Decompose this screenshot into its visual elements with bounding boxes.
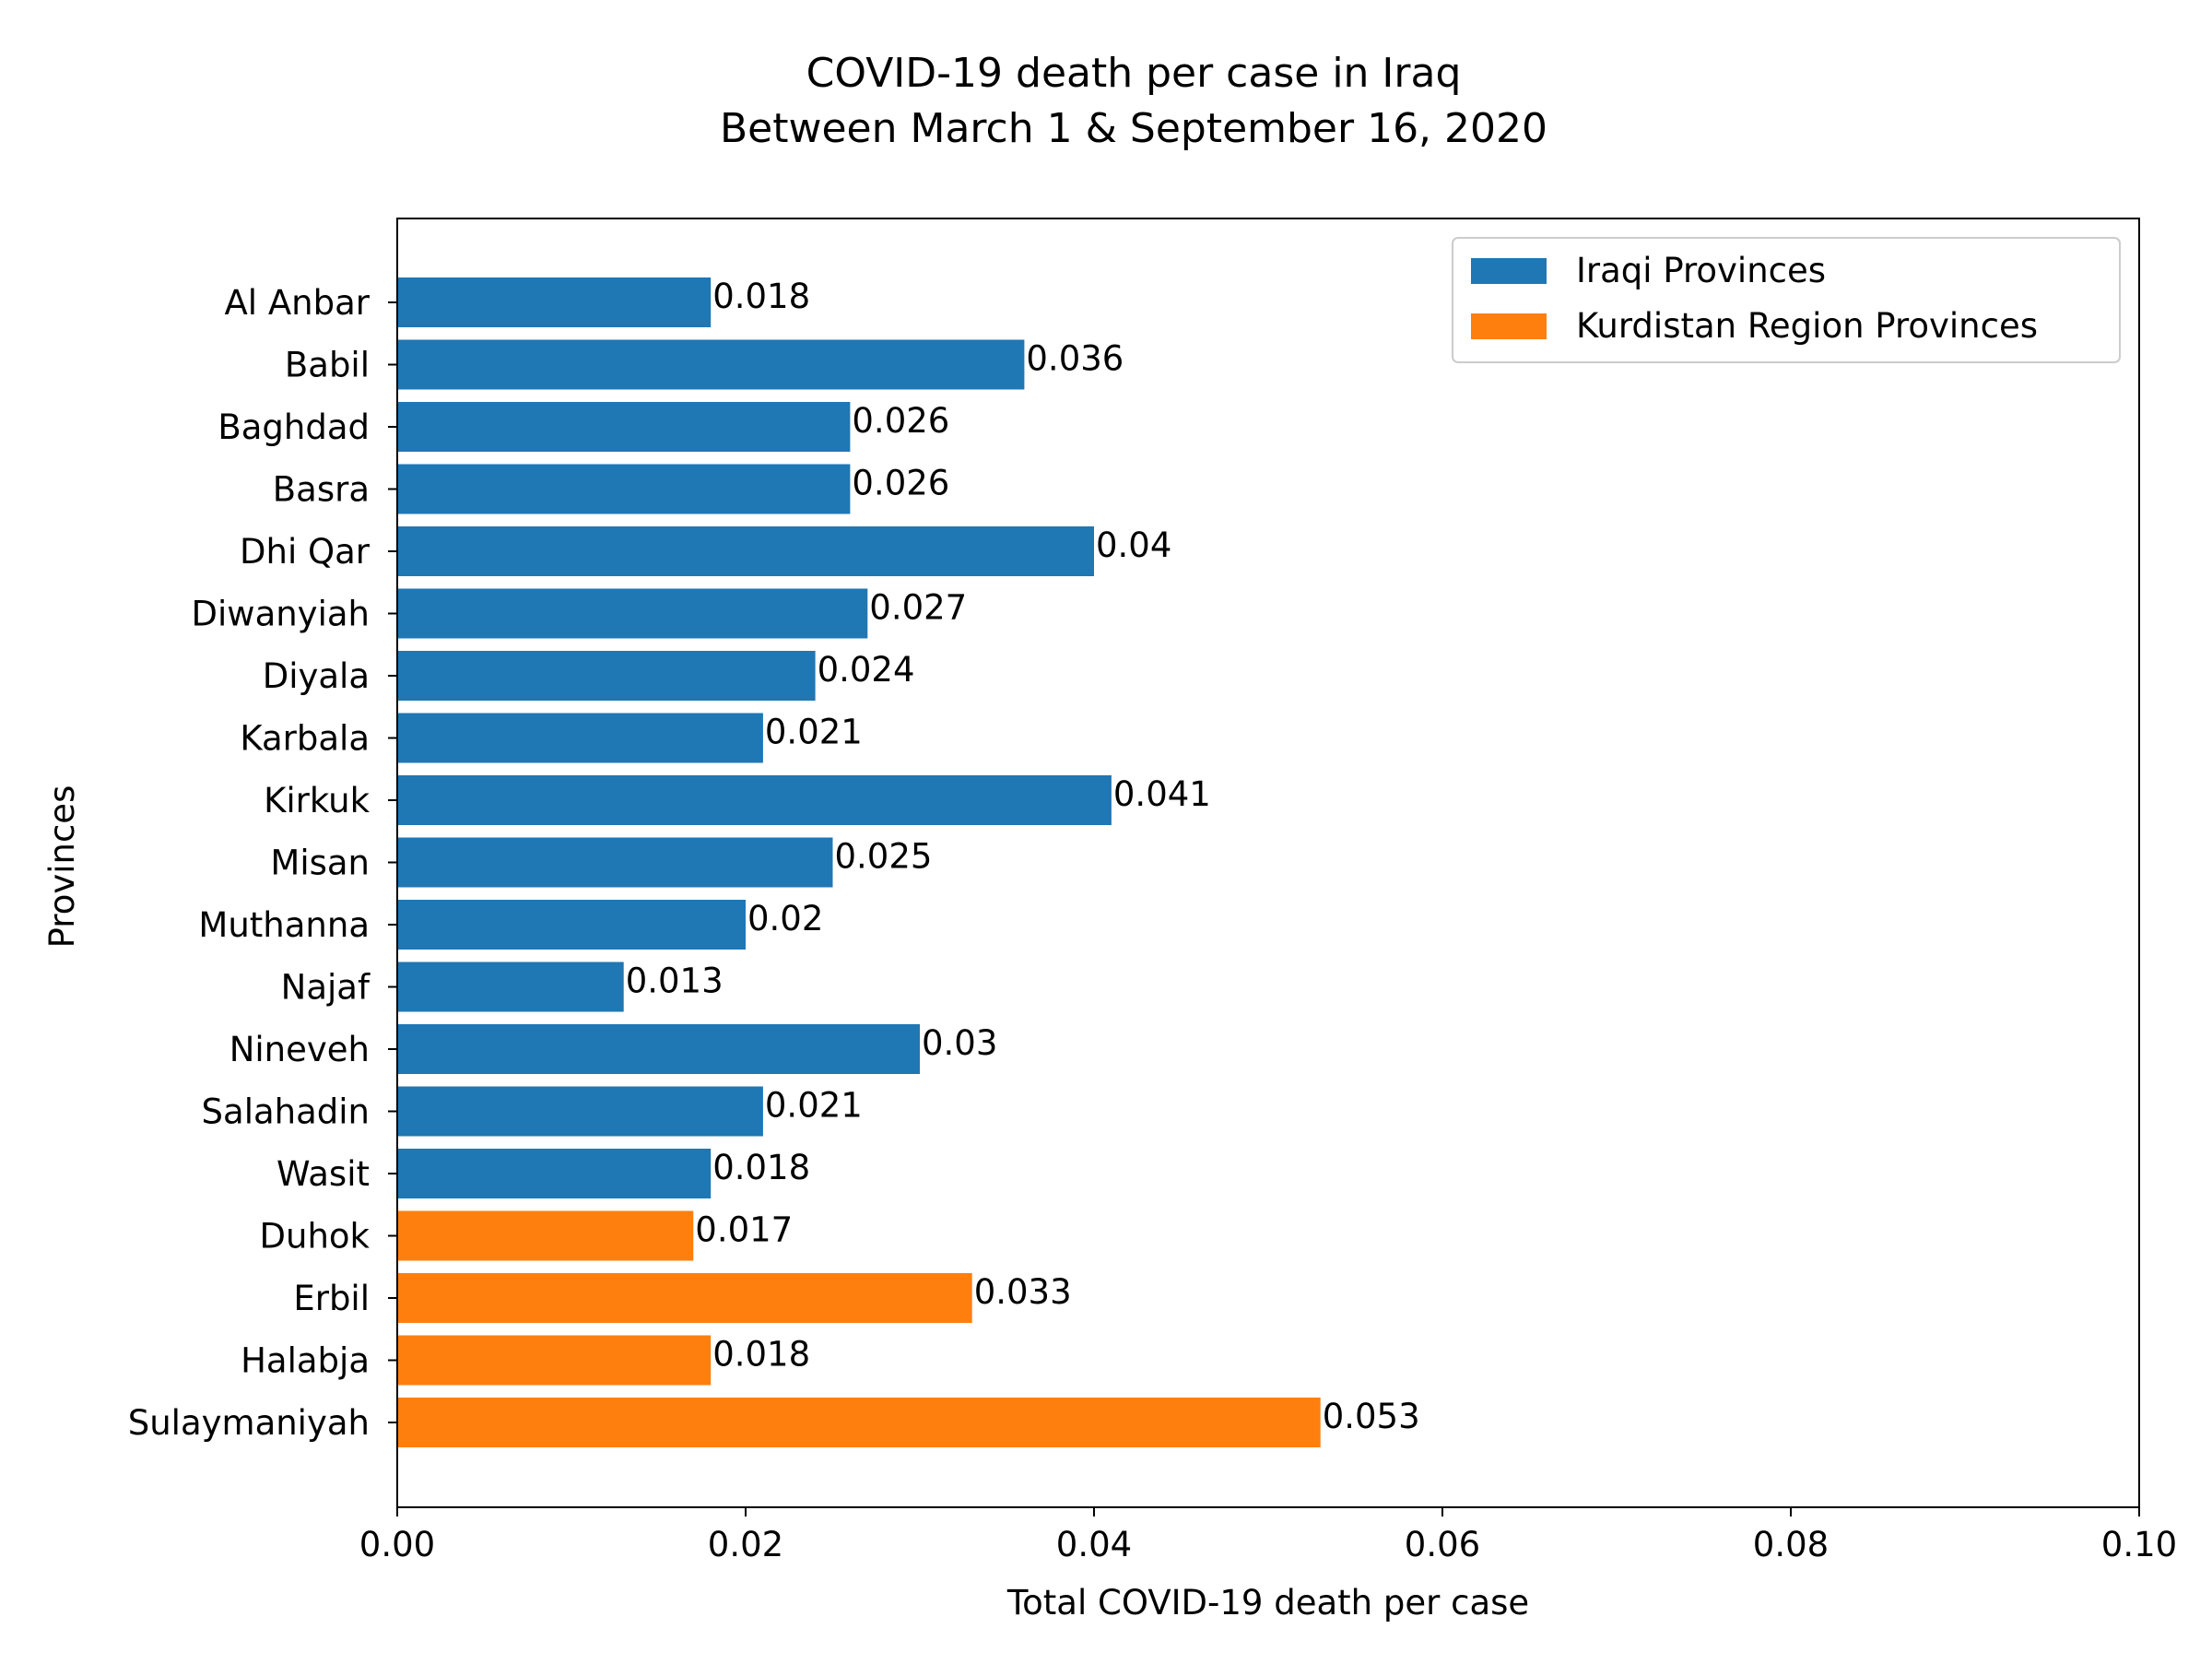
bar-erbil [397, 1273, 972, 1323]
y-tick-label-nineveh: Nineveh [229, 1030, 370, 1069]
y-tick-label-sulaymaniyah: Sulaymaniyah [128, 1403, 370, 1443]
data-label-al-anbar: 0.018 [712, 277, 810, 316]
data-label-nineveh: 0.03 [922, 1023, 997, 1063]
bar-diyala [397, 651, 816, 701]
x-tick-label-0: 0.00 [359, 1525, 435, 1564]
bar-halabja [397, 1335, 712, 1386]
y-tick-label-karbala: Karbala [240, 719, 370, 759]
bar-najaf [397, 962, 624, 1012]
y-tick-label-wasit: Wasit [276, 1154, 370, 1194]
legend-box [1452, 237, 2121, 363]
data-label-misan: 0.025 [835, 837, 933, 877]
y-tick-label-duhok: Duhok [260, 1217, 371, 1257]
y-tick-label-diwanyiah: Diwanyiah [192, 595, 370, 634]
bar-diwanyiah [397, 588, 868, 639]
bar-karbala [397, 713, 763, 763]
data-label-karbala: 0.021 [765, 713, 863, 752]
data-label-muthanna: 0.02 [747, 899, 823, 938]
legend-label-kurdistan-region-provinces: Kurdistan Region Provinces [1576, 306, 2038, 346]
y-tick-label-halabja: Halabja [241, 1341, 370, 1381]
chart-subtitle: Between March 1 & September 16, 2020 [720, 105, 1547, 152]
bar-muthanna [397, 900, 746, 950]
y-tick-label-erbil: Erbil [293, 1279, 370, 1318]
bar-wasit [397, 1149, 712, 1198]
x-tick-label-1: 0.02 [708, 1525, 783, 1564]
x-tick-label-4: 0.08 [1753, 1525, 1829, 1564]
bar-al-anbar [397, 277, 712, 327]
y-tick-label-basra: Basra [273, 470, 370, 510]
y-tick-label-najaf: Najaf [281, 968, 371, 1008]
y-axis-label: Provinces [42, 785, 82, 949]
plot-frame [396, 218, 2140, 1508]
bar-babil [397, 339, 1025, 390]
y-tick-label-muthanna: Muthanna [198, 905, 370, 945]
y-tick-label-misan: Misan [270, 844, 370, 883]
legend-swatch-kurdistan-region-provinces [1471, 313, 1547, 339]
y-tick-label-baghdad: Baghdad [218, 407, 370, 447]
bar-salahadin [397, 1086, 763, 1137]
data-label-diyala: 0.024 [818, 650, 915, 690]
data-label-wasit: 0.018 [712, 1148, 810, 1187]
data-label-duhok: 0.017 [695, 1210, 793, 1250]
bar-kirkuk [397, 775, 1112, 825]
data-label-najaf: 0.013 [626, 962, 724, 1001]
bar-sulaymaniyah [397, 1398, 1321, 1447]
data-label-babil: 0.036 [1026, 339, 1124, 379]
legend-label-iraqi-provinces: Iraqi Provinces [1576, 251, 1826, 290]
x-tick-label-3: 0.06 [1405, 1525, 1480, 1564]
x-tick-label-2: 0.04 [1056, 1525, 1132, 1564]
y-tick-label-dhi-qar: Dhi Qar [240, 532, 371, 572]
bar-dhi-qar [397, 526, 1094, 576]
data-label-sulaymaniyah: 0.053 [1323, 1397, 1420, 1436]
legend-swatch-iraqi-provinces [1471, 258, 1547, 284]
bar-nineveh [397, 1024, 920, 1074]
data-label-halabja: 0.018 [712, 1335, 810, 1375]
data-label-kirkuk: 0.041 [1113, 774, 1211, 814]
data-label-baghdad: 0.026 [852, 401, 949, 441]
x-axis-label: Total COVID-19 death per case [1006, 1583, 1529, 1623]
y-tick-label-babil: Babil [285, 346, 370, 385]
bars-layer: 0.018 0.036 0.026 0.026 0.04 0.027 0.024 0.021 0… [397, 277, 1420, 1447]
bar-misan [397, 837, 833, 888]
data-label-basra: 0.026 [852, 464, 949, 503]
y-tick-label-salahadin: Salahadin [202, 1092, 370, 1132]
data-label-diwanyiah: 0.027 [869, 588, 967, 628]
bar-basra [397, 464, 851, 514]
y-tick-label-diyala: Diyala [263, 656, 370, 696]
y-tick-label-kirkuk: Kirkuk [264, 781, 370, 820]
bar-duhok [397, 1210, 694, 1261]
chart-title: COVID-19 death per case in Iraq [806, 50, 1462, 97]
data-label-dhi-qar: 0.04 [1096, 525, 1171, 565]
data-label-salahadin: 0.021 [765, 1086, 863, 1126]
data-label-erbil: 0.033 [974, 1272, 1072, 1312]
x-tick-label-5: 0.10 [2101, 1525, 2177, 1564]
legend: Iraqi Provinces Kurdistan Region Provinc… [1452, 237, 2121, 363]
y-tick-label-al-anbar: Al Anbar [225, 283, 371, 323]
ticks-layer: Al Anbar Babil Baghdad Basra Dhi Qar Diwanyia… [128, 283, 2177, 1564]
bar-baghdad [397, 402, 851, 452]
